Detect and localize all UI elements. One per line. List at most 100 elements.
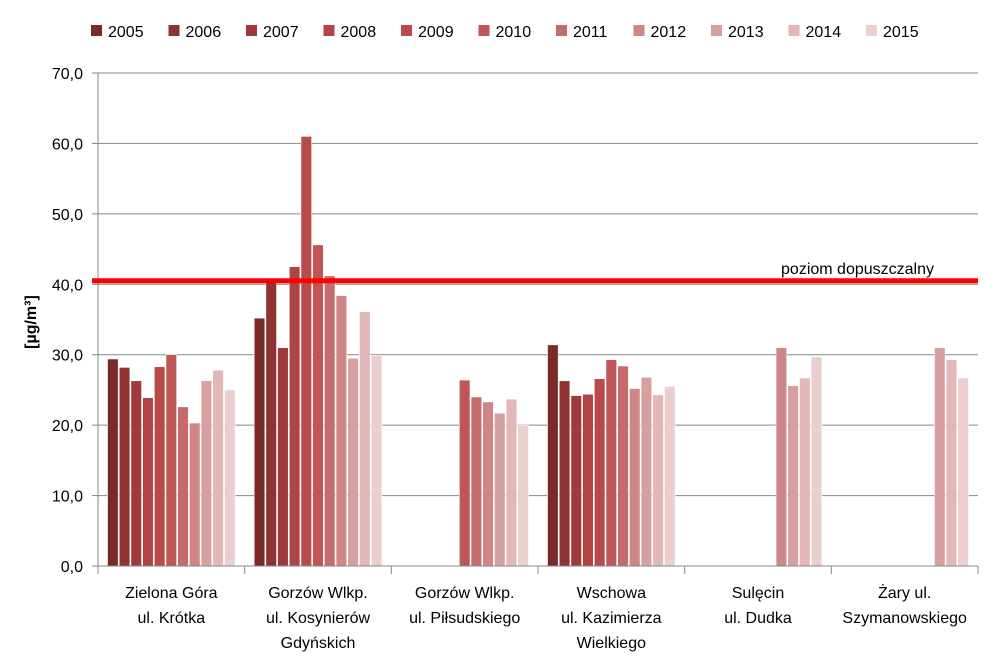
gridlines xyxy=(92,72,978,567)
bar-2006-cat1 xyxy=(118,367,131,567)
bar-2015-cat3 xyxy=(517,424,529,567)
bar-2007-cat2 xyxy=(277,347,289,567)
y-tick-labels: 0,0 10,0 20,0 30,0 40,0 50,0 60,0 70,0 xyxy=(52,66,83,576)
x-category-label: Szymanowskiego xyxy=(842,610,967,627)
y-tick-label: 50,0 xyxy=(52,207,83,224)
legend-swatch-2011 xyxy=(556,25,567,36)
bar-2015-cat5 xyxy=(810,356,823,567)
bar-2008-cat2 xyxy=(288,266,301,567)
legend-label-2013: 2013 xyxy=(728,24,764,41)
bar-2013-cat1 xyxy=(200,380,213,567)
bar-2006-cat4 xyxy=(558,380,571,567)
x-category-label: Sulęcin xyxy=(732,585,784,602)
legend-swatch-2009 xyxy=(401,25,412,36)
bar-2010-cat3 xyxy=(459,379,471,567)
legend-label-2011: 2011 xyxy=(573,24,608,41)
bar-2012-cat4 xyxy=(629,388,641,567)
legend-label-2009: 2009 xyxy=(418,24,454,41)
bar-2006-cat2 xyxy=(265,281,277,567)
x-category-label: ul. Dudka xyxy=(724,610,792,627)
bar-2010-cat4 xyxy=(605,359,617,567)
legend-swatch-2005 xyxy=(91,25,102,36)
bar-2012-cat5 xyxy=(775,347,788,567)
bar-2009-cat1 xyxy=(153,366,166,567)
y-tick-label: 60,0 xyxy=(52,136,83,153)
bar-2005-cat4 xyxy=(547,344,559,567)
y-tick-label: 70,0 xyxy=(52,66,83,83)
bar-2013-cat2 xyxy=(347,357,359,567)
bar-2012-cat1 xyxy=(189,422,201,567)
y-tick-label: 10,0 xyxy=(52,489,83,506)
bar-2009-cat2 xyxy=(300,136,312,567)
legend-swatch-2007 xyxy=(246,25,257,36)
bar-2011-cat2 xyxy=(324,275,336,567)
x-category-label: Gorzów Wlkp. xyxy=(415,585,515,602)
bar-2013-cat6 xyxy=(934,347,946,567)
bar-2014-cat4 xyxy=(652,394,664,567)
bar-2015-cat1 xyxy=(224,389,236,567)
bar-2013-cat4 xyxy=(640,376,653,567)
y-tick-label: 20,0 xyxy=(52,418,83,435)
legend-swatch-2014 xyxy=(788,25,800,36)
axes xyxy=(97,73,979,574)
bar-2013-cat5 xyxy=(787,385,799,567)
legend-label-2006: 2006 xyxy=(186,24,222,41)
bar-2007-cat1 xyxy=(130,380,142,567)
bar-2014-cat6 xyxy=(945,359,958,567)
bar-2013-cat3 xyxy=(494,412,506,567)
limit-line-label: poziom dopuszczalny xyxy=(781,261,934,278)
legend-swatch-2008 xyxy=(323,25,335,36)
legend-swatch-2015 xyxy=(866,25,877,36)
x-category-label: Gdyńskich xyxy=(281,635,356,652)
bar-2010-cat2 xyxy=(312,244,324,567)
legend-swatch-2013 xyxy=(711,25,722,36)
bar-2009-cat4 xyxy=(593,378,606,567)
bar-2007-cat4 xyxy=(570,395,582,567)
bar-2008-cat4 xyxy=(582,393,594,567)
bar-2014-cat1 xyxy=(212,369,224,567)
legend-label-2014: 2014 xyxy=(806,24,842,41)
legend-swatch-2010 xyxy=(478,25,490,36)
x-category-label: ul. Kosynierów xyxy=(266,610,370,627)
bar-2014-cat3 xyxy=(505,398,518,567)
legend-swatch-2012 xyxy=(633,25,645,36)
x-category-label: Gorzów Wlkp. xyxy=(268,585,368,602)
bar-2008-cat1 xyxy=(142,397,154,567)
bar-2014-cat5 xyxy=(799,377,811,567)
legend-label-2005: 2005 xyxy=(108,24,144,41)
y-tick-label: 40,0 xyxy=(52,277,83,294)
bar-2015-cat6 xyxy=(957,377,969,567)
x-category-label: Wschowa xyxy=(577,585,646,602)
legend-label-2007: 2007 xyxy=(263,24,299,41)
x-category-label: Zielona Góra xyxy=(125,585,218,602)
x-category-label: ul. Kazimierza xyxy=(561,610,662,627)
x-category-label: ul. Krótka xyxy=(138,610,206,627)
bar-2011-cat3 xyxy=(470,396,483,567)
x-category-label: Wielkiego xyxy=(577,635,646,652)
chart-legend: 2005 2006 2007 2008 2009 2010 2011 2012 2013 2014… xyxy=(91,24,919,41)
legend-label-2012: 2012 xyxy=(651,24,687,41)
bar-2012-cat2 xyxy=(335,295,348,567)
y-axis-label: [µg/m³] xyxy=(23,295,40,349)
x-category-label: ul. Piłsudskiego xyxy=(409,610,520,627)
reference-line-group: poziom dopuszczalny xyxy=(92,261,978,284)
x-category-labels: Zielona Góra ul. Krótka Gorzów Wlkp. ul. Ko… xyxy=(125,583,967,652)
bar-2015-cat2 xyxy=(370,355,383,567)
legend-label-2010: 2010 xyxy=(496,24,532,41)
bar-2011-cat4 xyxy=(617,365,629,567)
bar-2011-cat1 xyxy=(177,406,189,567)
bar-2015-cat4 xyxy=(664,386,676,567)
legend-label-2015: 2015 xyxy=(883,24,919,41)
bars-group xyxy=(107,136,969,567)
bar-2014-cat2 xyxy=(359,311,371,567)
bar-2005-cat2 xyxy=(253,317,266,567)
x-category-label: Żary ul. xyxy=(878,583,931,602)
legend-swatch-2006 xyxy=(168,25,180,36)
bar-2010-cat1 xyxy=(165,354,177,567)
y-tick-label: 30,0 xyxy=(52,348,83,365)
bar-2012-cat3 xyxy=(482,401,494,567)
legend-label-2008: 2008 xyxy=(341,24,377,41)
y-tick-label: 0,0 xyxy=(61,559,83,576)
bar-2005-cat1 xyxy=(107,358,119,567)
